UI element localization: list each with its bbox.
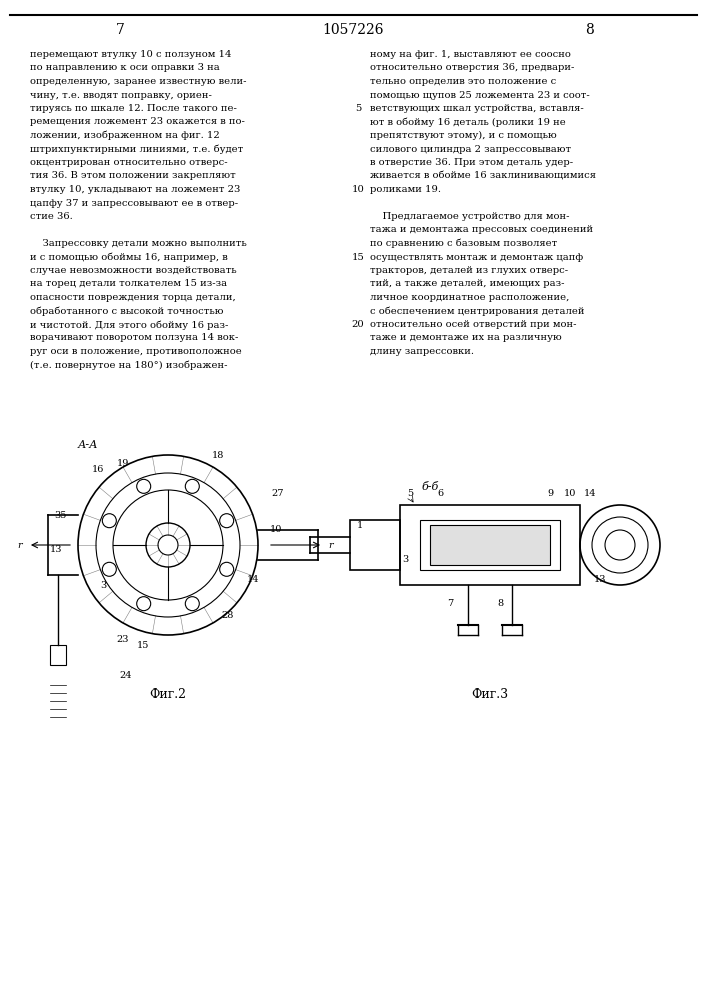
Text: ремещения ложемент 23 окажется в по-: ремещения ложемент 23 окажется в по- (30, 117, 245, 126)
Text: 14: 14 (247, 576, 259, 584)
Bar (50, 645, 66, 665)
Text: тия 36. В этом положении закрепляют: тия 36. В этом положении закрепляют (30, 172, 235, 180)
Text: тируясь по шкале 12. После такого пе-: тируясь по шкале 12. После такого пе- (30, 104, 237, 113)
Text: длину запрессовки.: длину запрессовки. (370, 347, 474, 356)
Text: 16: 16 (92, 466, 104, 475)
Text: случае невозможности воздействовать: случае невозможности воздействовать (30, 266, 237, 275)
Text: втулку 10, укладывают на ложемент 23: втулку 10, укладывают на ложемент 23 (30, 185, 240, 194)
Text: относительно отверстия 36, предвари-: относительно отверстия 36, предвари- (370, 64, 574, 73)
Text: 23: 23 (117, 636, 129, 645)
Text: ют в обойму 16 деталь (ролики 19 не: ют в обойму 16 деталь (ролики 19 не (370, 117, 566, 127)
Text: на торец детали толкателем 15 из-за: на торец детали толкателем 15 из-за (30, 279, 227, 288)
Text: б-б: б-б (421, 482, 438, 492)
Text: руг оси в положение, противоположное: руг оси в положение, противоположное (30, 347, 242, 356)
Text: r: r (329, 540, 333, 550)
Text: препятствуют этому), и с помощью: препятствуют этому), и с помощью (370, 131, 556, 140)
Bar (420, 520, 560, 570)
Text: личное координатное расположение,: личное координатное расположение, (370, 293, 569, 302)
Bar (430, 525, 550, 565)
Text: 35: 35 (54, 510, 66, 520)
Text: 8: 8 (585, 23, 595, 37)
Text: 5: 5 (355, 104, 361, 113)
Text: 15: 15 (137, 641, 149, 650)
Text: тий, а также деталей, имеющих раз-: тий, а также деталей, имеющих раз- (370, 279, 564, 288)
Text: 3: 3 (402, 556, 408, 564)
Text: 6: 6 (437, 488, 443, 497)
Text: 9: 9 (547, 488, 553, 497)
Text: Фиг.2: Фиг.2 (149, 688, 187, 702)
Text: роликами 19.: роликами 19. (370, 185, 441, 194)
Text: 24: 24 (119, 670, 132, 680)
Bar (350, 520, 400, 570)
Text: с обеспечением центрирования деталей: с обеспечением центрирования деталей (370, 306, 585, 316)
Text: 13: 13 (49, 546, 62, 554)
Text: 20: 20 (351, 320, 364, 329)
Text: 7: 7 (115, 23, 124, 37)
Text: 10: 10 (563, 488, 576, 497)
Text: Предлагаемое устройство для мон-: Предлагаемое устройство для мон- (370, 212, 570, 221)
Text: стие 36.: стие 36. (30, 212, 73, 221)
Text: определенную, заранее известную вели-: определенную, заранее известную вели- (30, 77, 247, 86)
Text: А-А: А-А (78, 440, 98, 450)
Text: штрихпунктирными линиями, т.е. будет: штрихпунктирными линиями, т.е. будет (30, 144, 243, 154)
Text: ветствующих шкал устройства, вставля-: ветствующих шкал устройства, вставля- (370, 104, 584, 113)
Text: ному на фиг. 1, выставляют ее соосно: ному на фиг. 1, выставляют ее соосно (370, 50, 571, 59)
Text: 14: 14 (584, 488, 596, 497)
Text: в отверстие 36. При этом деталь удер-: в отверстие 36. При этом деталь удер- (370, 158, 573, 167)
Text: тажа и демонтажа прессовых соединений: тажа и демонтажа прессовых соединений (370, 226, 593, 234)
Text: помощью щупов 25 ложемента 23 и соот-: помощью щупов 25 ложемента 23 и соот- (370, 91, 590, 100)
Text: цапфу 37 и запрессовывают ее в отвер-: цапфу 37 и запрессовывают ее в отвер- (30, 198, 238, 208)
Text: 13: 13 (594, 576, 606, 584)
Text: 27: 27 (271, 488, 284, 497)
Text: 5: 5 (407, 488, 413, 497)
Bar (400, 505, 580, 585)
Text: 3: 3 (100, 580, 106, 589)
Text: и с помощью обоймы 16, например, в: и с помощью обоймы 16, например, в (30, 252, 228, 262)
Text: осуществлять монтаж и демонтаж цапф: осуществлять монтаж и демонтаж цапф (370, 252, 583, 261)
Text: 18: 18 (212, 450, 224, 460)
Circle shape (158, 535, 178, 555)
Text: ворачивают поворотом ползуна 14 вок-: ворачивают поворотом ползуна 14 вок- (30, 334, 238, 342)
Text: относительно осей отверстий при мон-: относительно осей отверстий при мон- (370, 320, 576, 329)
Text: окцентрирован относительно отверс-: окцентрирован относительно отверс- (30, 158, 228, 167)
Text: 28: 28 (222, 610, 234, 619)
Bar (350, 520, 400, 570)
Text: Фиг.3: Фиг.3 (472, 688, 508, 702)
Text: обработанного с высокой точностью: обработанного с высокой точностью (30, 306, 223, 316)
Text: живается в обойме 16 заклинивающимися: живается в обойме 16 заклинивающимися (370, 172, 596, 180)
Text: чину, т.е. вводят поправку, ориен-: чину, т.е. вводят поправку, ориен- (30, 91, 212, 100)
Text: 15: 15 (351, 252, 364, 261)
Text: 7: 7 (447, 598, 453, 607)
Text: силового цилиндра 2 запрессовывают: силового цилиндра 2 запрессовывают (370, 144, 571, 153)
Text: тракторов, деталей из глухих отверс-: тракторов, деталей из глухих отверс- (370, 266, 568, 275)
Text: 10: 10 (270, 526, 282, 534)
Text: 10: 10 (351, 185, 364, 194)
Text: перемещают втулку 10 с ползуном 14: перемещают втулку 10 с ползуном 14 (30, 50, 231, 59)
Text: Запрессовку детали можно выполнить: Запрессовку детали можно выполнить (30, 239, 247, 248)
Text: 8: 8 (497, 598, 503, 607)
Text: опасности повреждения торца детали,: опасности повреждения торца детали, (30, 293, 235, 302)
Text: таже и демонтаже их на различную: таже и демонтаже их на различную (370, 334, 562, 342)
Bar (400, 505, 580, 585)
Text: по сравнению с базовым позволяет: по сравнению с базовым позволяет (370, 239, 557, 248)
Text: ложении, изображенном на фиг. 12: ложении, изображенном на фиг. 12 (30, 131, 220, 140)
Text: по направлению к оси оправки 3 на: по направлению к оси оправки 3 на (30, 64, 220, 73)
Text: тельно определив это положение с: тельно определив это положение с (370, 77, 556, 86)
Text: (т.е. повернутое на 180°) изображен-: (т.е. повернутое на 180°) изображен- (30, 360, 228, 370)
Text: и чистотой. Для этого обойму 16 раз-: и чистотой. Для этого обойму 16 раз- (30, 320, 228, 330)
Text: 1057226: 1057226 (322, 23, 384, 37)
Text: 1: 1 (357, 520, 363, 530)
Text: r: r (18, 540, 23, 550)
Text: 19: 19 (117, 458, 129, 468)
